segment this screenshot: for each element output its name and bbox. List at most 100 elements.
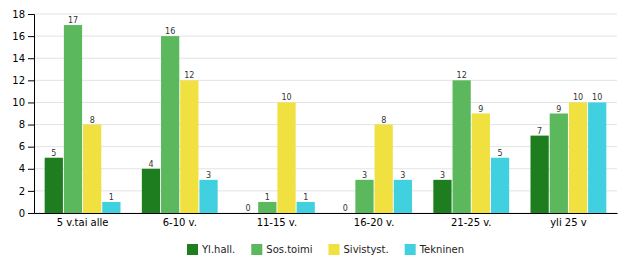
tick-label: 14 [12,53,25,64]
bar [142,169,160,213]
bar [180,80,198,213]
chart-container: 0246810121416185 v.tai alle6-10 v.11-15 … [0,0,629,271]
tick-label: 11-15 v. [257,217,298,228]
tick-label: 6 [19,141,25,152]
bar [83,125,101,213]
data-label: 12 [457,71,467,80]
tick-label: 16 [12,31,25,42]
y-axis: 0 2 4 6 8 10 12 14 16 18 [12,9,34,219]
y-tick: 12 [12,75,34,86]
bar [394,180,412,213]
data-label: 10 [592,93,602,102]
tick-label: 18 [12,9,25,20]
data-label: 0 [343,204,348,213]
bar [375,125,393,213]
bar [433,180,451,213]
tick-mark [28,169,34,170]
bar [550,114,568,214]
tick-label: 4 [19,163,25,174]
tick-mark [28,36,34,37]
grid-line [34,124,617,125]
bar [355,180,373,213]
data-label: 1 [303,193,308,202]
y-tick: 16 [12,31,34,42]
x-tick: 5 v.tai alle [57,213,109,228]
tick-label: yli 25 v [550,217,587,228]
data-label: 3 [440,171,445,180]
bar [64,25,82,213]
chart-svg: 0246810121416185 v.tai alle6-10 v.11-15 … [0,0,629,271]
legend-label: Sivistyst. [344,244,389,255]
x-tick: 11-15 v. [257,213,298,228]
bar [258,202,276,213]
data-label: 5 [51,149,56,158]
y-tick: 10 [12,97,34,108]
tick-mark [28,125,34,126]
bar [161,36,179,213]
bars [45,25,607,213]
y-tick: 0 [19,208,34,219]
tick-mark [28,80,34,81]
tick-label: 5 v.tai alle [57,217,109,228]
series [102,102,606,213]
x-tick: 16-20 v. [354,213,395,228]
grid-line [34,102,617,103]
grid-line [34,36,617,37]
data-label: 4 [148,160,153,169]
data-label: 7 [537,127,542,136]
bar [277,102,295,213]
y-tick: 14 [12,53,34,64]
data-label: 3 [206,171,211,180]
tick-label: 12 [12,75,25,86]
data-label: 8 [381,116,386,125]
y-tick: 8 [19,119,34,130]
series [83,80,587,213]
data-label: 1 [109,193,114,202]
grid-line [34,213,617,214]
tick-label: 2 [19,186,25,197]
bar [102,202,120,213]
legend-item: Yl.hall. [187,244,235,255]
legend-swatch [251,244,262,255]
tick-mark [28,213,34,214]
legend-swatch [329,244,340,255]
grid-line [34,80,617,81]
bar [199,180,217,213]
data-label: 0 [246,204,251,213]
bar [588,102,606,213]
tick-mark [28,58,34,59]
legend-item: Tekninen [405,244,464,255]
bar [491,158,509,213]
legend-label: Sos.toimi [266,244,312,255]
data-label: 9 [478,105,483,114]
data-label: 9 [556,105,561,114]
bar [453,80,471,213]
data-label: 5 [497,149,502,158]
grid-line [34,146,617,147]
data-label: 10 [281,93,291,102]
data-label: 8 [90,116,95,125]
tick-mark [28,191,34,192]
y-tick: 18 [12,9,34,20]
plot-area: 0246810121416185 v.tai alle6-10 v.11-15 … [12,9,617,228]
tick-label: 8 [19,119,25,130]
data-labels: 5400371716131298121089101313510 [51,16,602,213]
y-tick: 2 [19,186,34,197]
tick-label: 0 [19,208,25,219]
grid [34,14,617,213]
bar [297,202,315,213]
tick-mark [28,14,34,15]
legend: Yl.hall. Sos.toimi Sivistyst. Tekninen [187,244,464,255]
legend-swatch [187,244,198,255]
y-tick: 6 [19,141,34,152]
y-tick: 4 [19,163,34,174]
bar [472,114,490,214]
series [64,25,568,213]
legend-item: Sos.toimi [251,244,312,255]
legend-label: Tekninen [419,244,464,255]
legend-swatch [405,244,416,255]
data-label: 16 [165,27,175,36]
legend-label: Yl.hall. [201,244,235,255]
x-tick: 6-10 v. [163,213,197,228]
tick-label: 6-10 v. [163,217,197,228]
